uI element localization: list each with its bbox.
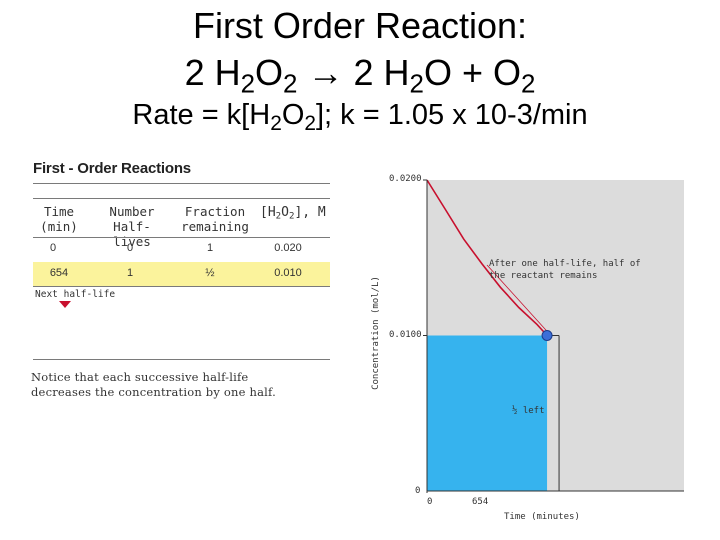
y-tick-label: 0.0200 <box>389 174 422 184</box>
cell-time: 0 <box>49 242 57 254</box>
header-fraction-l1: Fraction <box>184 204 246 219</box>
x-tick-label: 0 <box>427 497 433 507</box>
hdr-conc-c: ], M <box>294 205 326 220</box>
cell-fraction: 1 <box>206 242 214 254</box>
cell-conc: 0.010 <box>274 267 302 279</box>
hdr-conc-a: [H <box>260 205 276 220</box>
eq-part-b: O <box>255 52 284 93</box>
header-time-l2: (min) <box>40 219 78 234</box>
y-tick-label: 0 <box>415 486 421 496</box>
rate-part-a: Rate = k[H <box>132 99 271 131</box>
header-fraction-l2: remaining <box>181 219 249 234</box>
annotation-line: After one half-life, half of <box>489 259 641 269</box>
slide-title-equation: 2 H2O2 → 2 H2O + O2 <box>0 52 720 98</box>
eq-sub: 2 <box>520 70 536 99</box>
arrow-right-icon: → <box>307 52 344 93</box>
cell-time: 654 <box>49 267 69 279</box>
hdr-conc-b: O <box>281 205 289 220</box>
divider <box>33 183 330 184</box>
notice-text: Notice that each successive half-life de… <box>31 370 276 400</box>
header-time: Time (min) <box>33 204 85 234</box>
eq-sub: 2 <box>409 70 424 99</box>
notice-line: decreases the concentration by one half. <box>31 385 276 399</box>
cell-half-lives: 0 <box>126 242 134 254</box>
divider <box>33 286 330 287</box>
header-time-l1: Time <box>43 204 75 219</box>
eq-part-a: 2 H <box>184 52 241 93</box>
notice-line: Notice that each successive half-life <box>31 370 249 384</box>
annotation-text: After one half-life, half of the reactan… <box>489 258 641 282</box>
cell-fraction: ½ <box>205 267 215 279</box>
header-concentration: [H2O2], M <box>260 205 326 222</box>
y-axis-label: Concentration (mol/L) <box>371 276 381 390</box>
rate-sub: 2 <box>270 111 282 135</box>
rate-sub: 2 <box>304 111 316 135</box>
decay-curve <box>426 179 548 337</box>
hdr-conc-sub: 2 <box>275 211 282 222</box>
slide-title-line1: First Order Reaction: <box>192 5 528 46</box>
panel-title: First - Order Reactions <box>33 160 191 177</box>
table-row: 0 0 1 0.020 <box>33 237 330 261</box>
eq-sub: 2 <box>283 70 298 99</box>
header-fraction: Fraction remaining <box>177 204 253 234</box>
triangle-down-icon <box>59 301 71 308</box>
eq-sub: 2 <box>240 70 256 99</box>
rate-part-c: ]; k = 1.05 x 10-3/min <box>316 99 588 131</box>
eq-part-c: 2 H <box>353 52 410 93</box>
x-axis-label: Time (minutes) <box>504 512 580 522</box>
table-row-highlighted: 654 1 ½ 0.010 <box>33 262 330 286</box>
cell-half-lives: 1 <box>126 267 134 279</box>
annotation-line: the reactant remains <box>489 271 598 281</box>
data-point <box>541 330 553 341</box>
header-half-lives-l1: Number <box>109 204 155 219</box>
divider <box>33 198 330 199</box>
x-tick-label: 654 <box>472 497 489 507</box>
half-left-label: ½ left <box>512 406 545 416</box>
annotation-leader <box>486 264 550 334</box>
rate-law: Rate = k[H2O2]; k = 1.05 x 10-3/min <box>0 98 720 135</box>
cell-conc: 0.020 <box>274 242 302 254</box>
next-half-life-label: Next half-life <box>35 289 116 300</box>
half-life-bar <box>427 335 548 491</box>
divider <box>33 359 330 360</box>
rate-part-b: O <box>281 99 305 131</box>
divider <box>33 237 330 238</box>
hdr-conc-sub: 2 <box>288 211 295 222</box>
y-tick-label: 0.0100 <box>389 330 422 340</box>
eq-part-d: O + O <box>423 52 521 93</box>
